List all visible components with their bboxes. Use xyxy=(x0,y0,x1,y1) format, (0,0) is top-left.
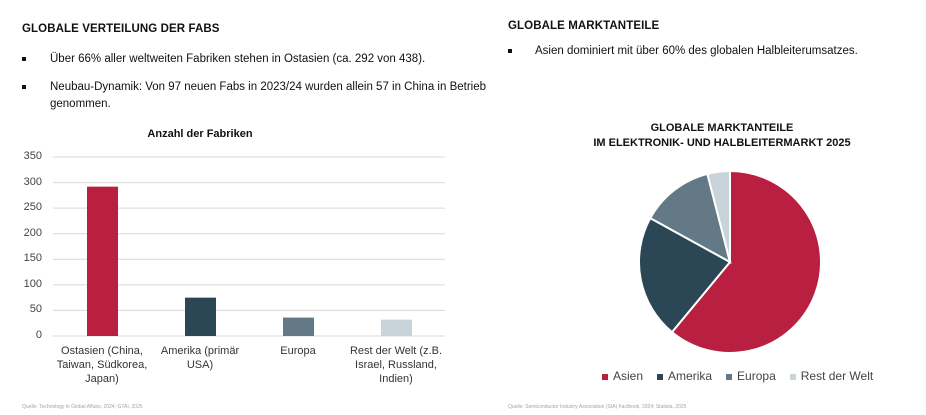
bar-chart-title: Anzahl der Fabriken xyxy=(147,128,253,140)
pie-title-line: GLOBALE MARKTANTEILE xyxy=(650,122,794,134)
legend-item: Asien xyxy=(602,369,643,383)
x-tick-label: Europa xyxy=(280,345,316,357)
legend-swatch xyxy=(789,373,796,380)
pie-slice xyxy=(638,216,732,334)
left-bullet-2: Neubau-Dynamik: Von 97 neuen Fabs in 202… xyxy=(22,79,490,113)
y-tick-label: 200 xyxy=(23,226,42,239)
legend-label: Europa xyxy=(737,369,776,383)
legend-item: Europa xyxy=(726,369,776,383)
bullet-text: Asien dominiert mit über 60% des globale… xyxy=(535,45,858,57)
pie-slice xyxy=(706,169,731,263)
pie-chart-title: GLOBALE MARKTANTEILE IM ELEKTRONIK- UND … xyxy=(572,121,872,151)
pie-slice xyxy=(648,172,732,264)
pie-chart xyxy=(638,169,822,354)
y-tick-label: 300 xyxy=(23,175,42,188)
pie-slice xyxy=(670,169,822,354)
bar xyxy=(87,186,118,336)
y-tick-label: 0 xyxy=(35,329,42,341)
legend-label: Asien xyxy=(613,369,644,383)
right-title: GLOBALE MARKTANTEILE xyxy=(508,20,660,32)
legend-swatch xyxy=(657,373,664,380)
y-tick-label: 100 xyxy=(23,277,42,290)
bar xyxy=(283,317,314,336)
y-tick-label: 150 xyxy=(23,252,42,265)
bar xyxy=(381,319,412,336)
x-tick-label: Rest der Welt (z.B. Israel, Russland, In… xyxy=(349,345,443,385)
legend-swatch xyxy=(602,373,608,380)
bullet-icon xyxy=(22,57,26,61)
y-tick-label: 250 xyxy=(23,201,42,214)
right-bullet-1: Asien dominiert mit über 60% des globale… xyxy=(508,43,926,60)
left-title: GLOBALE VERTEILUNG DER FABS xyxy=(22,23,220,35)
y-tick-label: 50 xyxy=(29,303,42,316)
legend-label: Rest der Welt xyxy=(800,369,874,383)
bullet-icon xyxy=(508,49,512,53)
bar-chart xyxy=(53,156,445,337)
pie-legend: Asien Amerika Europa Rest der Welt xyxy=(602,369,873,383)
right-source: Quelle: Semiconductor Industry Associati… xyxy=(508,404,687,410)
legend-item: Amerika xyxy=(657,369,712,383)
legend-label: Amerika xyxy=(668,369,713,383)
bullet-text: Über 66% aller weltweiten Fabriken stehe… xyxy=(50,53,426,65)
pie-title-line: IM ELEKTRONIK- UND HALBLEITERMARKT 2025 xyxy=(593,137,851,149)
bar xyxy=(185,297,216,336)
y-tick-label: 350 xyxy=(23,150,42,162)
x-tick-label: Amerika (primär USA) xyxy=(160,345,240,371)
left-source: Quelle: Technology in Global Affairs, 20… xyxy=(22,404,143,410)
left-bullet-1: Über 66% aller weltweiten Fabriken stehe… xyxy=(22,51,490,68)
legend-swatch xyxy=(726,373,733,380)
bullet-icon xyxy=(22,85,26,89)
bullet-text: Neubau-Dynamik: Von 97 neuen Fabs in 202… xyxy=(50,81,487,110)
legend-item: Rest der Welt xyxy=(789,369,874,383)
x-tick-label: Ostasien (China, Taiwan, Südkorea, Japan… xyxy=(56,345,148,385)
